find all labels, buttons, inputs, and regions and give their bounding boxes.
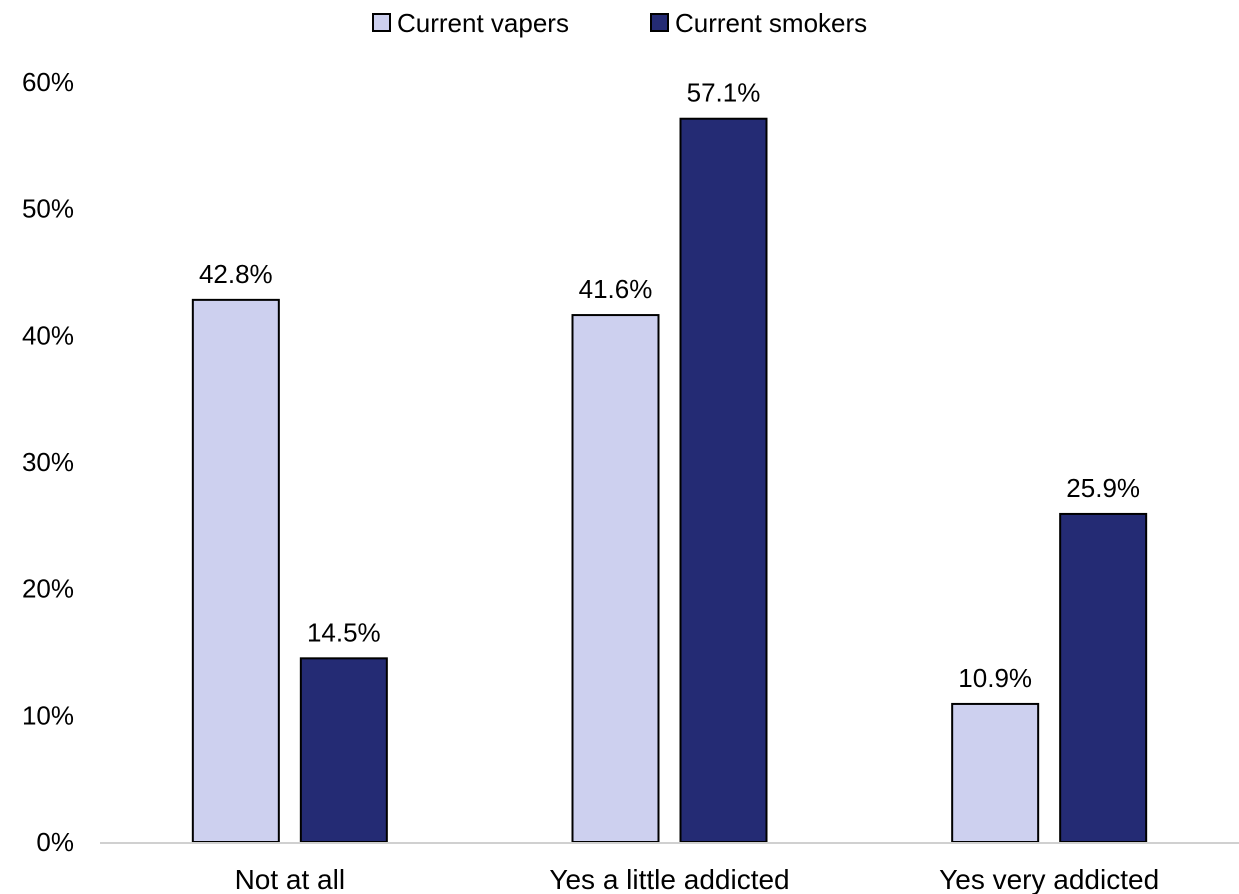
x-category-label: Yes a little addicted — [549, 864, 789, 894]
y-tick-label: 50% — [22, 194, 74, 224]
legend-swatch — [650, 13, 669, 32]
y-tick-label: 20% — [22, 574, 74, 604]
data-label: 14.5% — [307, 617, 381, 647]
legend-item-smokers: Current smokers — [650, 8, 867, 38]
legend-swatch — [372, 13, 391, 32]
legend: Current vapers Current smokers — [372, 8, 867, 38]
y-axis: 0% 10% 20% 30% 40% 50% 60% — [22, 67, 74, 857]
y-tick-label: 0% — [36, 827, 74, 857]
bar-smokers — [1059, 512, 1148, 844]
legend-label: Current smokers — [675, 8, 867, 38]
data-label: 41.6% — [579, 274, 653, 304]
data-label: 57.1% — [687, 78, 761, 108]
bars: 42.8% 14.5% 41.6% 57.1% 10.9% 25.9% — [191, 78, 1148, 844]
bar-vapers — [191, 298, 280, 844]
data-label: 25.9% — [1066, 473, 1140, 503]
bar-smokers — [299, 657, 388, 843]
y-tick-label: 60% — [22, 67, 74, 97]
y-tick-label: 40% — [22, 320, 74, 350]
bar-smokers — [679, 117, 768, 843]
y-tick-label: 10% — [22, 700, 74, 730]
x-category-label: Not at all — [235, 864, 346, 894]
bar-vapers — [951, 702, 1040, 844]
data-label: 42.8% — [199, 259, 273, 289]
y-tick-label: 30% — [22, 447, 74, 477]
x-category-label: Yes very addicted — [939, 864, 1159, 894]
legend-item-vapers: Current vapers — [372, 8, 569, 38]
bar-vapers — [571, 314, 660, 844]
legend-label: Current vapers — [397, 8, 569, 38]
x-axis: Not at all Yes a little addicted Yes very … — [100, 842, 1239, 894]
data-label: 10.9% — [958, 663, 1032, 693]
